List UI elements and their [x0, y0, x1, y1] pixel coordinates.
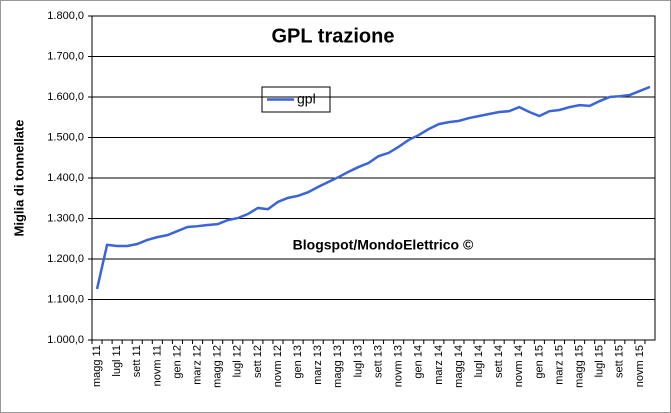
x-tick-label: novm 14 [513, 345, 525, 387]
x-tick-label: novm 13 [393, 345, 405, 387]
x-tick-label: lugl 12 [232, 345, 244, 377]
legend-label: gpl [297, 91, 316, 107]
x-tick-label: lugl 13 [352, 345, 364, 377]
y-tick-label: 1.300,0 [47, 212, 84, 224]
y-tick-label: 1.100,0 [47, 293, 84, 305]
x-tick-label: magg 13 [332, 345, 344, 388]
y-axis-label: Miglia di tonnellate [11, 119, 26, 236]
x-tick-label: magg 14 [453, 345, 465, 388]
x-tick-label: novm 15 [634, 345, 646, 387]
y-tick-label: 1.200,0 [47, 253, 84, 265]
y-tick-label: 1.400,0 [47, 172, 84, 184]
chart-title: GPL trazione [272, 25, 395, 47]
x-tick-label: lugl 15 [594, 345, 606, 377]
y-tick-label: 1.600,0 [47, 91, 84, 103]
x-tick-label: magg 12 [212, 345, 224, 388]
x-tick-label: novm 11 [151, 345, 163, 386]
x-tick-label: gen 15 [533, 345, 545, 379]
x-tick-label: marz 12 [191, 345, 203, 385]
annotation: Blogspot/MondoElettrico © [293, 237, 474, 253]
x-tick-label: lugl 14 [473, 345, 485, 377]
x-tick-label: gen 13 [292, 345, 304, 379]
x-tick-label: gen 12 [171, 345, 183, 379]
x-tick-label: magg 11 [91, 345, 103, 387]
x-tick-label: gen 14 [413, 345, 425, 379]
x-tick-label: novm 12 [272, 345, 284, 387]
x-tick-label: sett 14 [493, 345, 505, 378]
x-tick-label: marz 15 [553, 345, 565, 385]
y-tick-label: 1.800,0 [47, 10, 84, 22]
data-line [95, 85, 651, 290]
y-tick-label: 1.700,0 [47, 50, 84, 62]
y-tick-label: 1.000,0 [47, 334, 84, 346]
x-tick-label: sett 13 [372, 345, 384, 378]
x-tick-label: magg 15 [574, 345, 586, 388]
y-tick-label: 1.500,0 [47, 131, 84, 143]
x-tick-label: sett 12 [252, 345, 264, 378]
x-tick-label: marz 13 [312, 345, 324, 385]
x-tick-label: marz 14 [433, 345, 445, 385]
x-tick-label: lugl 11 [111, 345, 123, 377]
x-tick-label: sett 11 [131, 345, 143, 377]
x-tick-label: sett 15 [614, 345, 626, 378]
